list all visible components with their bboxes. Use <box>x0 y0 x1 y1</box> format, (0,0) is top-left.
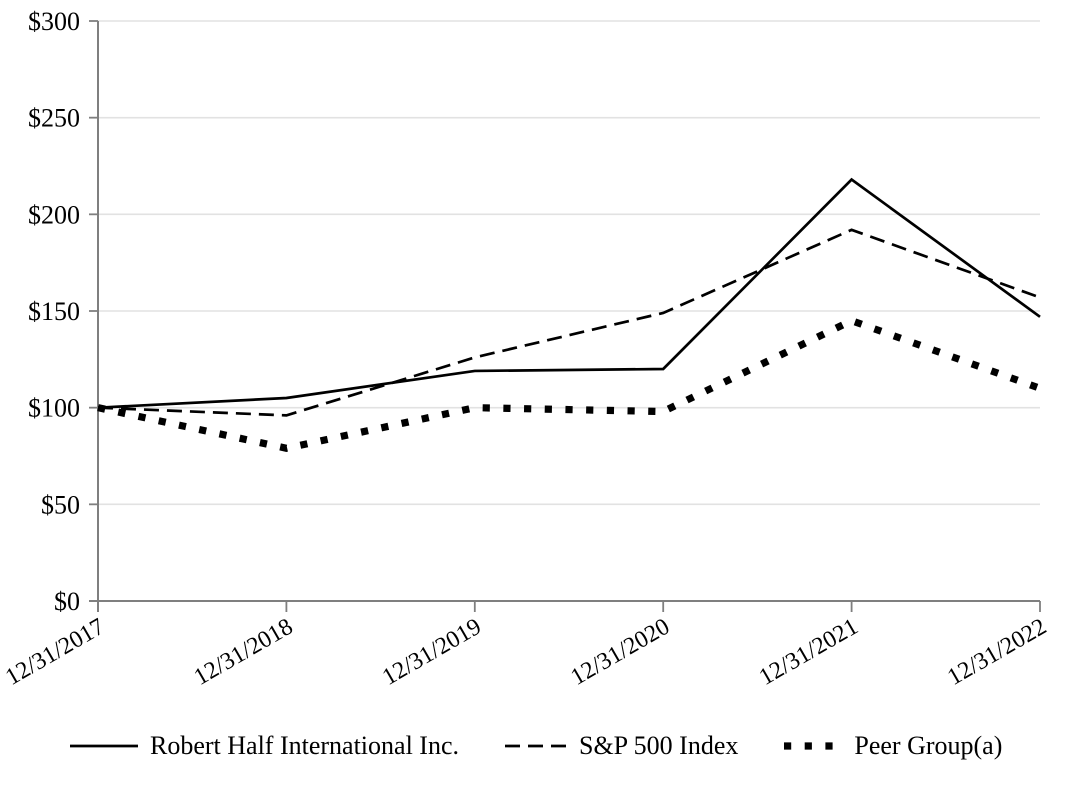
x-axis-label: 12/31/2017 <box>1 614 109 691</box>
y-axis-label: $200 <box>28 200 80 229</box>
y-axis-label: $0 <box>54 587 80 616</box>
legend-label: S&P 500 Index <box>579 731 739 760</box>
y-axis-label: $250 <box>28 104 80 133</box>
x-axis-label: 12/31/2021 <box>755 614 863 691</box>
series-line-dashed <box>97 228 1041 417</box>
legend-dashed-line-sample-icon <box>505 744 567 748</box>
legend-item-dotted: Peer Group(a) <box>782 733 1002 759</box>
chart-legend: Robert Half International Inc. S&P 500 In… <box>68 722 1048 770</box>
legend-solid-line-sample-icon <box>70 744 138 748</box>
legend-dotted-line-sample-icon <box>784 742 843 750</box>
series-line-dotted <box>97 316 1042 452</box>
x-axis-label: 12/31/2019 <box>378 614 486 691</box>
y-axis-label: $300 <box>28 7 80 36</box>
x-axis-label: 12/31/2018 <box>190 614 298 691</box>
legend-label: Robert Half International Inc. <box>150 731 459 760</box>
chart-canvas: $0 $50 $100 $150 $200 $250 $300 12/31/2017 12/31… <box>1 7 1051 691</box>
x-axis-label: 12/31/2020 <box>567 614 675 691</box>
legend-item-solid: Robert Half International Inc. <box>68 733 459 759</box>
x-axis-label: 12/31/2022 <box>943 614 1051 691</box>
legend-label: Peer Group(a) <box>854 731 1003 760</box>
y-axis-label: $50 <box>41 490 80 519</box>
legend-item-dashed: S&P 500 Index <box>503 733 738 759</box>
y-axis-label: $150 <box>28 297 80 326</box>
y-axis-label: $100 <box>28 394 80 423</box>
series-line-solid <box>97 177 1041 410</box>
